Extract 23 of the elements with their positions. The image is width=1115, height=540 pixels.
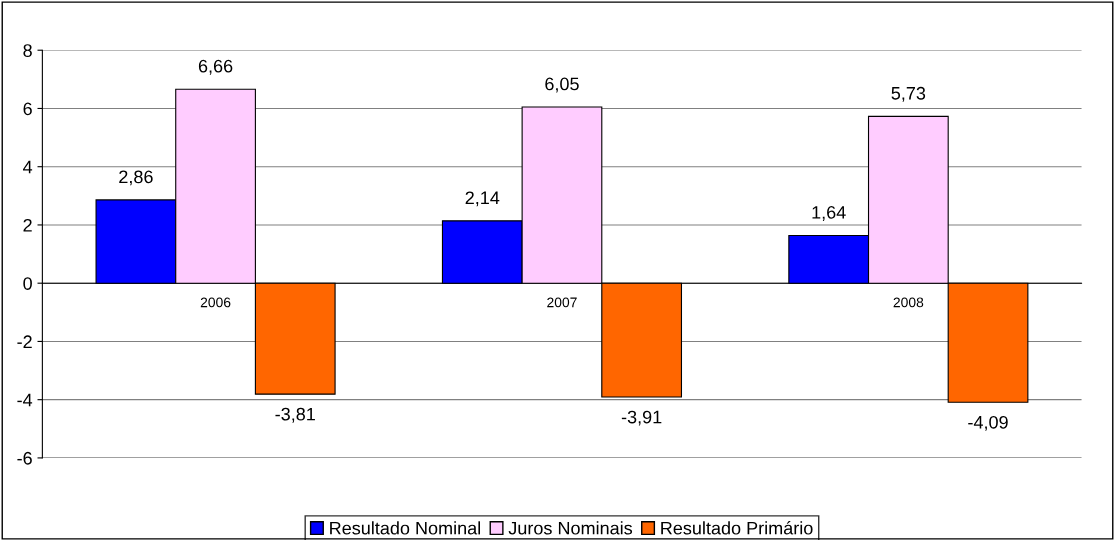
data-label: 2,86 [119,170,153,186]
data-label: 5,73 [891,86,926,102]
data-label: -3,91 [621,410,662,426]
x-tick-label: 2008 [893,297,924,308]
y-tick-label: 2 [23,218,32,232]
x-tick-label: 2006 [200,297,231,308]
legend-label: Resultado Primário [661,521,813,535]
x-tick-label: 2007 [547,297,577,308]
y-tick-label: 0 [23,277,32,290]
y-tick-label: -2 [17,335,32,348]
y-tick-label: -4 [17,393,33,407]
data-label: 2,14 [465,191,500,207]
y-tick-label: 6 [23,102,32,116]
data-label: 1,64 [812,205,846,221]
data-label: 6,05 [545,77,579,93]
legend-label: Resultado Nominal [330,521,480,535]
data-label: -4,09 [968,415,1008,431]
y-tick-label: -6 [17,451,32,465]
y-tick-label: 8 [23,44,32,57]
legend-label: Juros Nominais [508,521,633,535]
y-tick-label: 4 [23,160,33,174]
data-label: 6,66 [198,59,233,75]
data-label: -3,81 [275,407,315,423]
